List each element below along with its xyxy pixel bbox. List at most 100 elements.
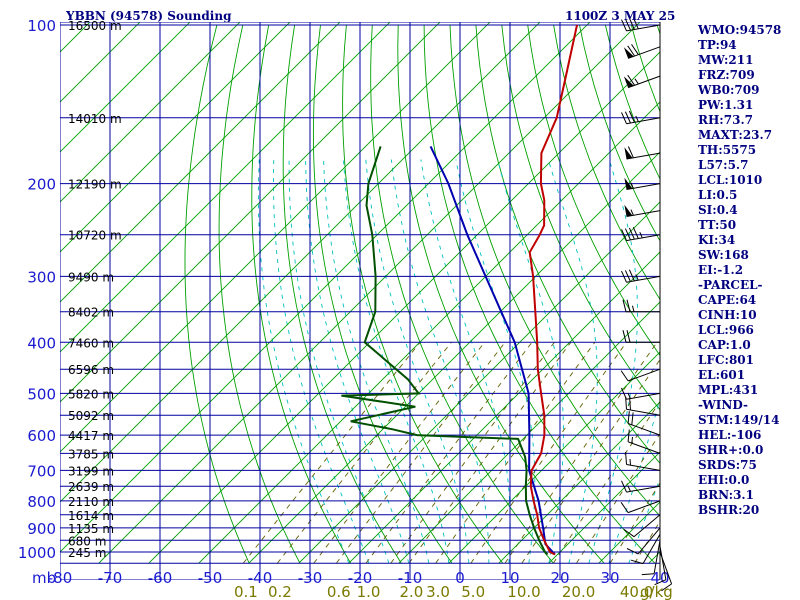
- wind-barb-half-feather: [627, 485, 631, 492]
- isotherm-line: [60, 22, 291, 253]
- wind-barb-staff: [627, 368, 661, 382]
- index-entry: LCL:966: [698, 323, 754, 337]
- wind-barb-feather: [628, 110, 635, 123]
- index-entry: HEL:-106: [698, 428, 761, 442]
- height-label: 2110 m: [68, 495, 114, 509]
- height-label: 680 m: [68, 534, 106, 548]
- wind-barb-staff: [627, 441, 661, 454]
- mixing-ratio-label: 5.0: [461, 583, 485, 600]
- index-entry: FRZ:709: [698, 68, 755, 82]
- moist-adiabat-line: [628, 477, 660, 564]
- temperature-tick-label: -60: [148, 569, 173, 587]
- moist-adiabat-line: [343, 159, 450, 564]
- index-entry: RH:73.7: [698, 113, 753, 127]
- wind-barb-staff: [626, 392, 661, 400]
- wind-barb-feather: [631, 44, 639, 55]
- pressure-tick-label: 100: [27, 17, 56, 35]
- wind-barb-feather: [621, 480, 627, 493]
- dry-adiabat-line: [475, 24, 660, 464]
- pressure-tick-label: 1000: [18, 544, 56, 562]
- height-label: 3199 m: [68, 464, 114, 478]
- wind-barb-feather: [624, 270, 631, 282]
- wind-barb-feather: [621, 229, 627, 241]
- index-entry: PW:1.31: [698, 98, 753, 112]
- isotherm-line: [60, 22, 191, 153]
- index-entry: BRN:3.1: [698, 488, 754, 502]
- isotherm-line: [60, 22, 491, 453]
- mixing-ratio-line: [576, 432, 660, 564]
- wind-barb-feather: [641, 573, 655, 576]
- index-entry: -WIND-: [698, 398, 748, 412]
- wind-barb-pennant: [623, 76, 634, 88]
- wind-barb-half-feather: [629, 458, 631, 466]
- wind-barb-feather: [628, 269, 635, 282]
- isotherm-line: [60, 22, 391, 353]
- wind-barb-staff: [626, 275, 661, 283]
- isotherm-line: [60, 22, 441, 403]
- isotherm-line: [348, 251, 660, 564]
- wind-barb: [625, 396, 661, 416]
- mixing-ratio-label: 20.0: [562, 583, 595, 600]
- moist-adiabat-line: [257, 159, 350, 564]
- height-label: 10720 m: [68, 229, 122, 243]
- mixing-ratio-line: [470, 342, 627, 564]
- wind-barb-feather: [629, 397, 631, 411]
- wind-barb-feather: [621, 387, 627, 400]
- wind-barb-feather: [627, 74, 636, 86]
- index-entry: L57:5.7: [698, 158, 748, 172]
- wind-barb-staff: [659, 546, 667, 580]
- mixing-ratio-line: [521, 358, 660, 564]
- wind-barb-staff: [653, 540, 661, 574]
- wind-barb-staff: [633, 514, 661, 538]
- index-entry: EHI:0.0: [698, 473, 749, 487]
- moist-adiabat-line: [547, 159, 598, 564]
- mixing-ratio-label: 0.2: [268, 583, 292, 600]
- pressure-tick-label: 700: [27, 462, 56, 480]
- height-labels: 16500 m 14010 m 12190 m 10720 m 9490 m 8402 m…: [68, 19, 122, 560]
- moist-adiabat-line: [497, 159, 564, 564]
- index-entry: MW:211: [698, 53, 753, 67]
- wind-barb: [622, 330, 660, 343]
- isotherm-line: [548, 451, 660, 564]
- index-entry: SRDS:75: [698, 458, 757, 472]
- temperature-tick-label: -20: [348, 569, 373, 587]
- isotherm-line: [448, 351, 660, 564]
- isotherm-line: [60, 22, 241, 203]
- index-entry: LI:0.5: [698, 188, 737, 202]
- height-label: 3785 m: [68, 447, 114, 461]
- pressure-tick-label: 600: [27, 427, 56, 445]
- wind-barb-half-feather: [634, 78, 639, 85]
- isotherm-line: [60, 22, 341, 303]
- moist-adiabat-line: [365, 159, 470, 564]
- index-entry: KI:34: [698, 233, 735, 247]
- index-entry: SW:168: [698, 248, 749, 262]
- index-entry: MPL:431: [698, 383, 758, 397]
- index-entry: CAPE:64: [698, 293, 756, 307]
- wind-barb: [623, 514, 661, 538]
- height-label: 1135 m: [68, 522, 114, 536]
- index-entry: WMO:94578: [697, 23, 781, 37]
- mixing-ratio-line: [504, 342, 658, 564]
- wind-barb-feather: [626, 299, 631, 312]
- dry-adiabat-line: [501, 24, 660, 411]
- wind-barb-staff: [626, 24, 661, 32]
- height-label: 1614 m: [68, 509, 114, 523]
- parcel-profile-line: [429, 145, 556, 556]
- wind-barb-feather: [661, 583, 672, 592]
- wind-barb-feather: [627, 411, 630, 424]
- wind-barb-half-feather: [627, 392, 631, 399]
- index-entry: TP:94: [698, 38, 737, 52]
- dry-adiabat-line: [184, 24, 250, 564]
- wind-barb: [624, 204, 661, 217]
- isotherm-line: [198, 101, 660, 564]
- dry-adiabat-line: [282, 24, 402, 564]
- temperature-tick-label: -80: [48, 569, 73, 587]
- dry-adiabat-line: [397, 24, 605, 564]
- temperature-tick-label: 10: [500, 569, 519, 587]
- wind-barb-pennant: [624, 204, 633, 217]
- index-entry: CINH:10: [698, 308, 757, 322]
- wind-barb-feather: [621, 112, 627, 124]
- moist-adiabat-line: [608, 396, 660, 564]
- dewpoint-profile-line: [341, 146, 549, 556]
